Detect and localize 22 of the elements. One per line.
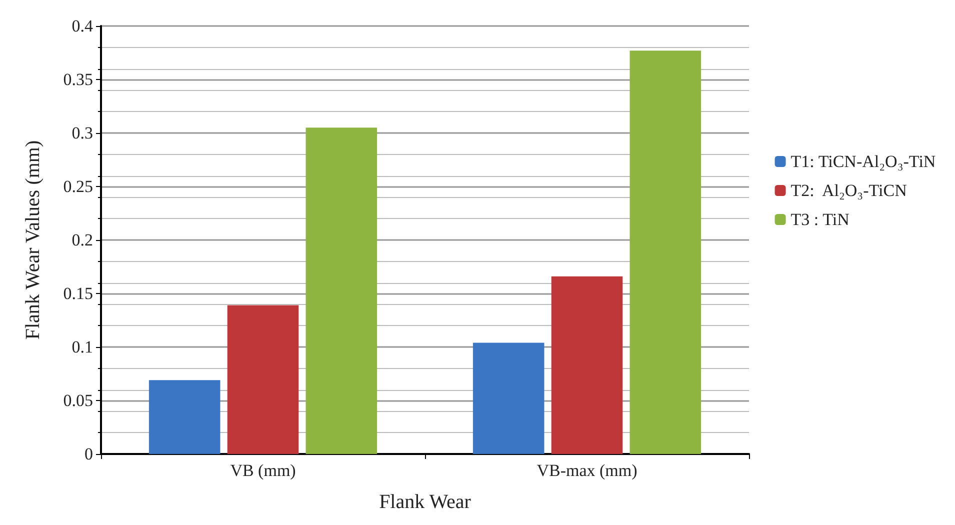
y-tick-label: 0.1 — [72, 338, 93, 356]
x-tick-label: VB (mm) — [230, 461, 296, 480]
y-tick-label: 0.3 — [72, 124, 93, 142]
bar — [227, 305, 299, 454]
y-tick-label: 0.4 — [72, 16, 94, 36]
legend-label: T2: Al₂O₃-TiCN — [790, 181, 907, 200]
legend-label: T1: TiCN-Al₂O₃-TiN — [790, 152, 936, 171]
x-tick-label: VB-max (mm) — [536, 461, 638, 480]
bar — [630, 50, 702, 454]
bar — [472, 342, 544, 454]
bar — [306, 128, 378, 454]
y-axis-title: Flank Wear Values (mm) — [22, 140, 44, 340]
y-tick-label: 0.35 — [63, 70, 93, 89]
y-tick-label: 0.15 — [63, 284, 93, 303]
y-tick-label: 0 — [84, 444, 93, 464]
bar — [551, 276, 623, 454]
bar — [148, 380, 220, 454]
y-tick-label: 0.2 — [72, 230, 93, 250]
y-tick-label: 0.25 — [63, 177, 93, 196]
legend-label: T3 : TiN — [790, 210, 850, 229]
x-axis-title: Flank Wear — [379, 491, 472, 513]
y-tick-label: 0.05 — [63, 391, 93, 410]
